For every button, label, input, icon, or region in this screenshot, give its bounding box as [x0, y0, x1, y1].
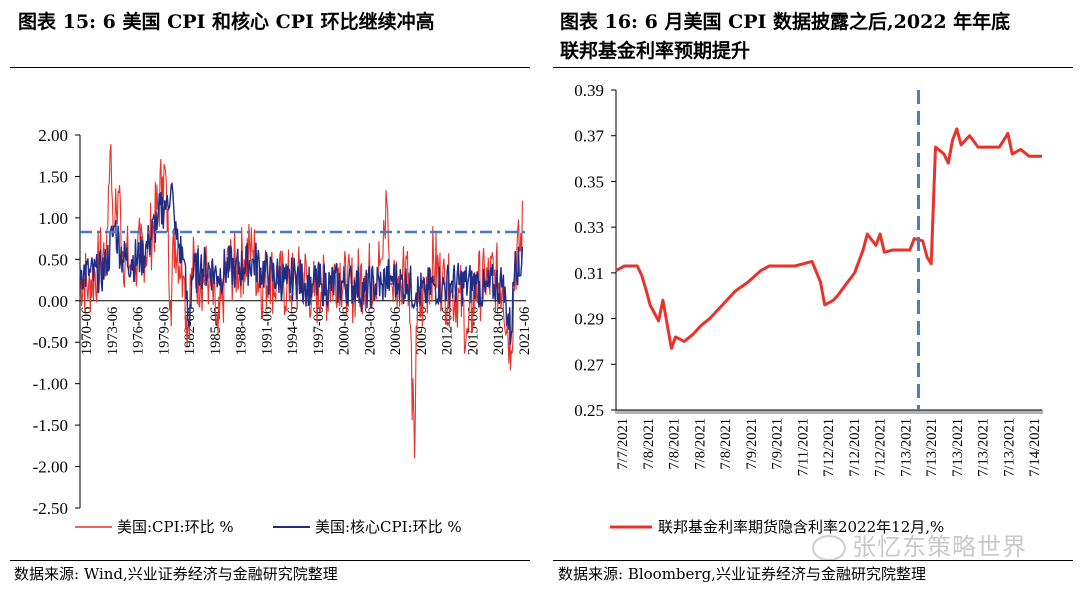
left-x-tick-label: 2015-06 [465, 307, 481, 355]
right-y-tick-label: 0.29 [574, 310, 604, 329]
watermark-text: 张忆东策略世界 [852, 533, 1027, 561]
right-x-tick-label: 7/14/2021 [1027, 418, 1043, 477]
left-series-core-cpi-line [79, 181, 524, 345]
left-y-tick-label: -2.00 [33, 458, 68, 477]
right-source-rule [553, 560, 1073, 561]
right-y-tick-label: 0.27 [574, 355, 604, 374]
right-legend-label: 联邦基金利率期货隐含利率2022年12月,% [658, 518, 944, 536]
left-x-tick-label: 2003-06 [362, 307, 378, 355]
left-x-tick-label: 2021-06 [517, 307, 533, 355]
left-y-tick-label: 1.00 [38, 209, 68, 228]
right-x-tick-label: 7/12/2021 [821, 418, 837, 477]
right-y-tick-label: 0.31 [574, 264, 604, 283]
left-y-tick-label: 2.00 [38, 126, 68, 145]
right-x-tick-label: 7/13/2021 [924, 418, 940, 477]
right-x-tick-label: 7/8/2021 [692, 418, 708, 470]
left-y-tick-label: -1.50 [33, 416, 68, 435]
right-y-tick-label: 0.37 [574, 127, 604, 146]
right-x-tick-label: 7/12/2021 [847, 418, 863, 477]
left-legend-cpi-label: 美国:CPI:环比 % [117, 518, 234, 536]
left-x-tick-label: 2000-06 [337, 307, 353, 355]
left-x-tick-label: 1985-06 [208, 307, 224, 355]
right-chart-title-line2: 联邦基金利率预期提升 [560, 40, 751, 62]
right-x-tick-label: 7/9/2021 [770, 418, 786, 470]
left-chart-title: 图表 15: 6 美国 CPI 和核心 CPI 环比继续冲高 [18, 11, 435, 33]
left-x-tick-label: 2006-06 [388, 307, 404, 355]
right-x-tick-label: 7/12/2021 [873, 418, 889, 477]
left-source-rule [10, 560, 530, 561]
right-x-tick-label: 7/13/2021 [950, 418, 966, 477]
right-x-tick-label: 7/9/2021 [744, 418, 760, 470]
left-y-tick-label: 0.50 [38, 250, 68, 269]
wechat-icon [812, 535, 846, 561]
left-x-tick-label: 2012-06 [440, 307, 456, 355]
left-x-tick-label: 1979-06 [156, 307, 172, 355]
left-y-tick-label: -1.00 [33, 375, 68, 394]
right-x-tick-label: 7/13/2021 [898, 418, 914, 477]
left-x-tick-label: 1988-06 [234, 307, 250, 355]
left-x-tick-label: 2018-06 [491, 307, 507, 355]
left-y-tick-label: -2.50 [33, 499, 68, 518]
left-x-tick-label: 1994-06 [285, 307, 301, 355]
left-y-tick-label: -0.50 [33, 333, 68, 352]
right-source: 数据来源: Bloomberg,兴业证券经济与金融研究院整理 [558, 565, 926, 583]
right-x-tick-label: 7/13/2021 [976, 418, 992, 477]
left-x-tick-label: 1991-06 [259, 307, 275, 355]
left-y-tick-label: 1.50 [38, 167, 68, 186]
right-x-tick-label: 7/8/2021 [667, 418, 683, 470]
left-x-tick-label: 1973-06 [105, 307, 121, 355]
left-source: 数据来源: Wind,兴业证券经济与金融研究院整理 [14, 565, 338, 583]
right-x-tick-label: 7/8/2021 [718, 418, 734, 470]
right-y-tick-label: 0.35 [574, 172, 604, 191]
left-legend-core-label: 美国:核心CPI:环比 % [315, 518, 462, 536]
right-chart-title-line1: 图表 16: 6 月美国 CPI 数据披露之后,2022 年年底 [560, 11, 1011, 33]
right-series-fed-funds-line [615, 127, 1042, 350]
left-x-tick-label: 1976-06 [131, 307, 147, 355]
right-y-tick-label: 0.39 [574, 81, 604, 100]
right-x-tick-label: 7/7/2021 [615, 418, 631, 470]
right-y-tick-label: 0.25 [574, 401, 604, 420]
left-x-tick-label: 2009-06 [414, 307, 430, 355]
right-x-tick-label: 7/8/2021 [641, 418, 657, 470]
left-x-tick-label: 1970-06 [79, 307, 95, 355]
right-x-tick-label: 7/11/2021 [795, 418, 811, 476]
left-y-tick-label: 0.00 [38, 292, 68, 311]
right-y-tick-label: 0.33 [574, 218, 604, 237]
left-x-tick-label: 1997-06 [311, 307, 327, 355]
right-x-tick-label: 7/13/2021 [1001, 418, 1017, 477]
left-title-rule [10, 67, 530, 68]
right-title-rule [553, 67, 1073, 68]
watermark: 张忆东策略世界 [812, 527, 1027, 562]
